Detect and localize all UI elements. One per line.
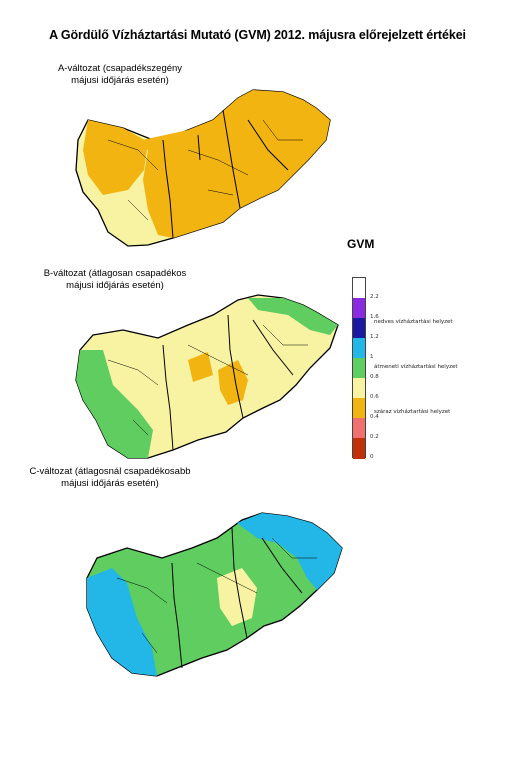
map-a-caption-line2: májusi időjárás esetén) xyxy=(71,75,169,86)
legend-band-white xyxy=(353,278,365,298)
page-title: A Gördülő Vízháztartási Mutató (GVM) 201… xyxy=(49,28,466,42)
legend-band-pink xyxy=(353,418,365,438)
map-a-borders xyxy=(107,119,303,221)
map-a xyxy=(75,89,331,247)
legend-band-red xyxy=(353,438,365,459)
map-b-caption-line2: májusi időjárás esetén) xyxy=(66,280,164,291)
legend-tick: 1.2 xyxy=(370,334,379,340)
map-c-light-dry-center xyxy=(217,568,257,626)
map-c xyxy=(86,512,343,677)
legend-tick: 0.6 xyxy=(370,394,379,400)
legend-zone-wet: nedves vízháztartási helyzet xyxy=(374,319,453,325)
map-b-caption: B-változat (átlagosan csapadékos májusi … xyxy=(20,268,210,292)
legend-zone-dry: száraz vízháztartási helyzet xyxy=(374,409,451,415)
map-b-caption-line1: B-változat (átlagosan csapadékos xyxy=(43,268,187,279)
legend-tick: 0.4 xyxy=(370,414,379,420)
map-c-borders xyxy=(116,537,317,654)
legend-band-green xyxy=(353,358,365,378)
legend-tick: 0 xyxy=(370,454,374,460)
legend-band-pale-yellow xyxy=(353,378,365,398)
legend-tick: 1 xyxy=(370,354,374,360)
map-c-caption-line2: májusi időjárás esetén) xyxy=(61,478,159,489)
map-c-country-shape xyxy=(86,512,343,677)
map-b-dry-north xyxy=(188,352,213,382)
map-a-rivers xyxy=(162,109,289,239)
map-c-caption-line1: C-változat (átlagosnál csapadékosabb xyxy=(29,466,191,477)
legend-zone-transition: átmeneti vízháztartási helyzet xyxy=(374,364,458,370)
map-c-caption: C-változat (átlagosnál csapadékosabb máj… xyxy=(10,466,210,490)
legend-color-scale xyxy=(352,277,366,459)
legend-band-violet xyxy=(353,298,365,318)
map-b-transition-west xyxy=(76,350,153,458)
map-c-wet-north xyxy=(237,513,342,590)
map-a-caption-line1: A-változat (csapadékszegény xyxy=(57,63,183,74)
legend-tick: 0.8 xyxy=(370,374,379,380)
legend-band-cyan xyxy=(353,338,365,358)
map-b-borders xyxy=(107,324,308,436)
legend-tick: 2.2 xyxy=(370,294,379,300)
map-a-dry-west xyxy=(83,120,148,195)
legend-title: GVM xyxy=(347,237,375,251)
map-c-wet-west xyxy=(87,568,157,676)
map-a-caption: A-változat (csapadékszegény májusi időjá… xyxy=(20,63,220,87)
legend-band-navy xyxy=(353,318,365,338)
map-b-transition-north xyxy=(248,298,338,335)
map-b xyxy=(75,294,339,459)
legend-tick: 0.2 xyxy=(370,434,379,440)
map-c-rivers xyxy=(171,527,303,669)
legend-tick: 1.6 xyxy=(370,314,379,320)
legend-band-orange xyxy=(353,398,365,418)
